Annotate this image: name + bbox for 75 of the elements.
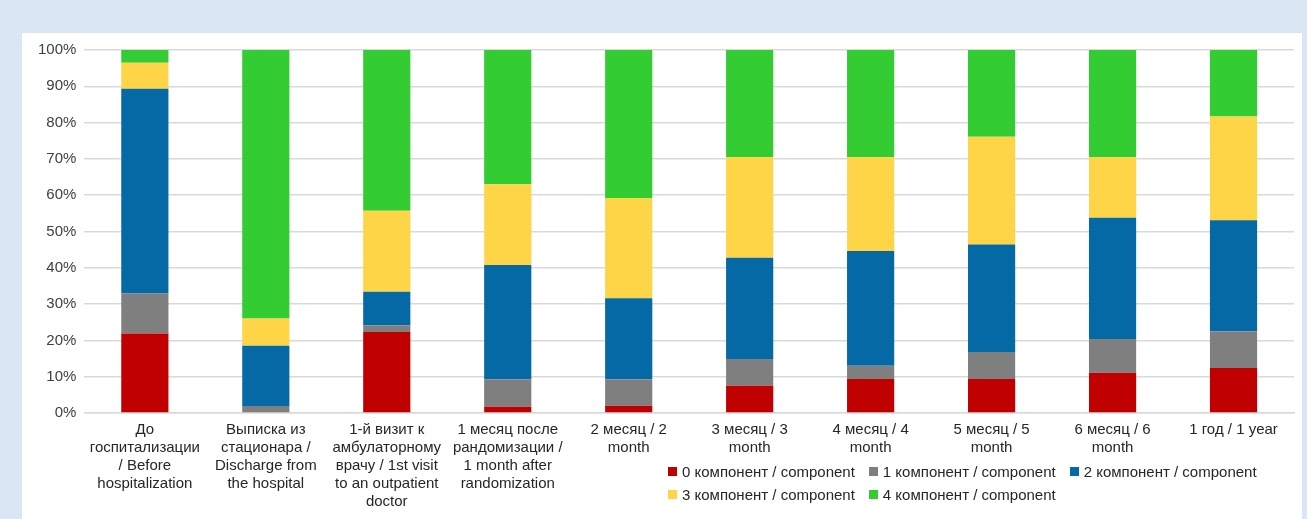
bar — [726, 50, 774, 158]
bar — [968, 50, 1016, 137]
bar — [242, 345, 290, 407]
bar — [726, 358, 774, 386]
bar — [121, 62, 169, 89]
y-tick-label: 90% — [46, 76, 77, 94]
bar — [121, 88, 169, 294]
bar — [484, 264, 532, 380]
bar — [1088, 338, 1137, 373]
bar — [726, 157, 774, 258]
bar — [968, 352, 1016, 379]
bar — [1088, 217, 1137, 339]
bar — [1209, 331, 1258, 368]
bar — [847, 251, 895, 366]
bar — [1209, 116, 1258, 221]
bar — [605, 405, 653, 413]
bar — [363, 50, 411, 211]
x-tick-label: 2 месяц / 2 month — [590, 420, 667, 456]
y-tick-label: 20% — [46, 330, 77, 348]
x-tick-label: 4 месяц / 4 month — [832, 420, 909, 456]
legend-label: 2 компонент / component — [1083, 463, 1257, 480]
bar — [726, 385, 774, 413]
y-tick-label: 60% — [46, 185, 77, 203]
legend-label: 3 компонент / component — [682, 486, 855, 503]
bar — [1088, 372, 1137, 413]
bar — [1209, 367, 1258, 413]
bar — [847, 365, 895, 379]
bar — [484, 50, 532, 185]
bar — [968, 136, 1016, 245]
x-tick-label: 3 месяц / 3 month — [711, 420, 788, 456]
bar — [242, 50, 290, 319]
bar — [1088, 50, 1137, 158]
x-tick-label: 1 год / 1 year — [1189, 420, 1278, 438]
bar — [847, 378, 895, 413]
y-tick-label: 100% — [37, 40, 77, 58]
legend-label: 1 компонент / component — [882, 463, 1056, 480]
bar — [363, 210, 411, 292]
y-tick-label: 50% — [46, 221, 77, 239]
bar — [1088, 157, 1137, 218]
legend-label: 0 компонент / component — [682, 463, 855, 480]
x-tick-label: До госпитализации / Before hospitalization — [89, 420, 200, 492]
x-tick-label: 5 месяц / 5 month — [953, 420, 1030, 456]
bar — [363, 332, 411, 413]
bar — [968, 378, 1016, 413]
bar — [484, 184, 532, 265]
bar — [847, 157, 895, 252]
bar — [605, 50, 653, 199]
y-tick-label: 30% — [46, 294, 77, 312]
bar — [363, 325, 411, 333]
y-tick-label: 0% — [54, 403, 77, 421]
bar — [1209, 220, 1258, 332]
y-tick-label: 70% — [46, 149, 77, 167]
x-tick-label: 6 месяц / 6 month — [1074, 420, 1151, 456]
x-tick-label: Выписка из стационара / Discharge from the hospital — [214, 420, 317, 492]
bar — [242, 318, 290, 346]
y-tick-label: 40% — [46, 257, 77, 275]
bar — [1209, 50, 1258, 117]
bar — [484, 379, 532, 407]
bar — [363, 291, 411, 326]
bar — [605, 298, 653, 380]
legend-label: 4 компонент / component — [882, 486, 1056, 503]
bar — [605, 198, 653, 299]
y-tick-label: 10% — [46, 366, 77, 384]
bar — [121, 50, 169, 63]
bar — [484, 406, 532, 413]
bar — [605, 379, 653, 406]
bar — [242, 406, 290, 413]
bar — [121, 333, 169, 413]
x-tick-label: 1-й визит к амбулаторному врачу / 1st visit to an outpatient doctor — [332, 420, 442, 510]
bar — [726, 257, 774, 359]
x-tick-label: 1 месяц после рандомизации / 1 month after randomization — [452, 420, 564, 492]
bar — [968, 244, 1016, 353]
bar — [847, 50, 895, 158]
bar — [121, 293, 169, 334]
y-tick-label: 80% — [46, 112, 77, 130]
